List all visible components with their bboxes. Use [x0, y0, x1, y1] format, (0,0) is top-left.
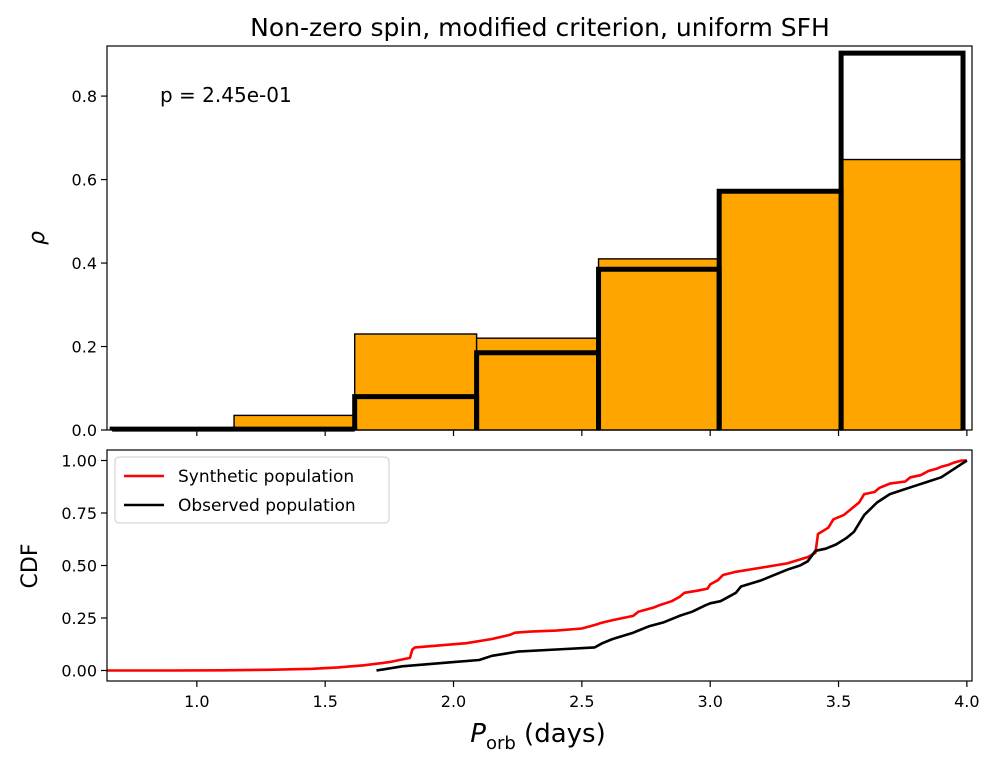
synthetic-bar: [597, 258, 720, 431]
synthetic-bar: [718, 191, 842, 431]
synthetic-bar: [840, 158, 964, 431]
p-value-annotation: p = 2.45e-01: [160, 83, 292, 107]
x-tick-label: 3.0: [697, 692, 722, 711]
y-tick-label: 0.00: [61, 662, 97, 681]
y-tick-label: 0.75: [61, 504, 97, 523]
x-tick-label: 3.5: [826, 692, 851, 711]
legend-label-observed: Observed population: [178, 496, 356, 516]
histogram-y-label: ρ: [25, 231, 50, 245]
y-tick-label: 0.50: [61, 557, 97, 576]
observed-cdf-line: [376, 459, 968, 672]
cdf-y-ticks: 0.00 0.25 0.50 0.75 1.00: [61, 452, 107, 681]
cdf-y-label: CDF: [18, 544, 43, 589]
y-tick-label: 0.2: [72, 338, 97, 357]
x-tick-label: 1.0: [184, 692, 209, 711]
legend-label-synthetic: Synthetic population: [178, 467, 354, 487]
histogram-panel: 0.0 0.2 0.4 0.6 0.8 p = 2.45e-01 ρ: [25, 45, 973, 440]
cdf-x-label: Porb (days): [470, 719, 605, 754]
synthetic-bar: [353, 333, 478, 431]
x-label-symbol: P: [470, 719, 486, 749]
histogram-frame: [106, 45, 973, 431]
legend-box: [114, 456, 390, 524]
x-tick-label: 2.5: [569, 692, 594, 711]
x-tick-label: 1.5: [312, 692, 337, 711]
observed-bar: [838, 50, 966, 430]
chart-title: Non-zero spin, modified criterion, unifo…: [250, 13, 830, 42]
y-tick-label: 1.00: [61, 452, 97, 471]
legend: Synthetic population Observed population: [114, 456, 390, 524]
histogram-y-ticks: 0.0 0.2 0.4 0.6 0.8: [72, 87, 107, 440]
x-tick-label: 2.0: [441, 692, 466, 711]
synthetic-cdf-line: [107, 459, 967, 672]
synthetic-bars: [111, 158, 964, 431]
cdf-panel: 0.00 0.25 0.50 0.75 1.00 1.0 1.5 2.0 2.5 3.0 3.5 4…: [18, 449, 980, 754]
y-tick-label: 0.4: [72, 254, 97, 273]
x-label-subscript: orb: [486, 733, 516, 754]
cdf-lines: [107, 459, 968, 672]
y-tick-label: 0.25: [61, 609, 97, 628]
y-tick-label: 0.6: [72, 171, 97, 190]
x-tick-label: 4.0: [954, 692, 979, 711]
histogram-x-ticks: [196, 430, 968, 436]
y-tick-label: 0.0: [72, 421, 97, 440]
x-label-units: (days): [516, 719, 606, 749]
cdf-x-ticks: 1.0 1.5 2.0 2.5 3.0 3.5 4.0: [184, 681, 980, 711]
y-tick-label: 0.8: [72, 87, 97, 106]
